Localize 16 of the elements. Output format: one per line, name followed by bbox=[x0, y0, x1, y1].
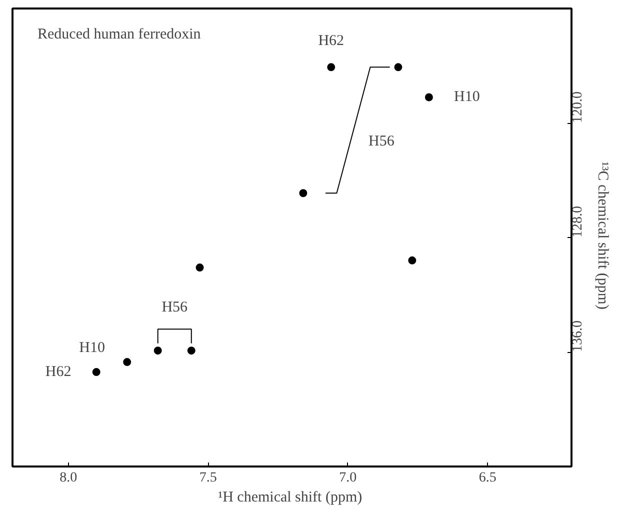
y-axis-title: ¹³C chemical shift (ppm) bbox=[594, 162, 610, 310]
annotation: H56 bbox=[368, 134, 395, 150]
y-tick-label: 128.0 bbox=[570, 206, 586, 238]
x-axis-title: ¹H chemical shift (ppm) bbox=[218, 490, 362, 506]
annotation: H56 bbox=[162, 300, 188, 316]
x-tick-label: 6.5 bbox=[478, 470, 496, 486]
annotation: H62 bbox=[45, 364, 72, 380]
annotation: H62 bbox=[318, 33, 344, 50]
y-tick-label: 136.0 bbox=[570, 320, 586, 352]
x-tick-label: 7.5 bbox=[199, 470, 217, 486]
annotation: H10 bbox=[454, 89, 480, 106]
annotation: Reduced human ferredoxin bbox=[38, 26, 202, 42]
annotation: H10 bbox=[79, 340, 106, 356]
x-tick-label: 8.0 bbox=[60, 470, 78, 486]
y-tick-label: 120.0 bbox=[570, 92, 586, 123]
x-tick-label: 7.0 bbox=[339, 470, 357, 486]
